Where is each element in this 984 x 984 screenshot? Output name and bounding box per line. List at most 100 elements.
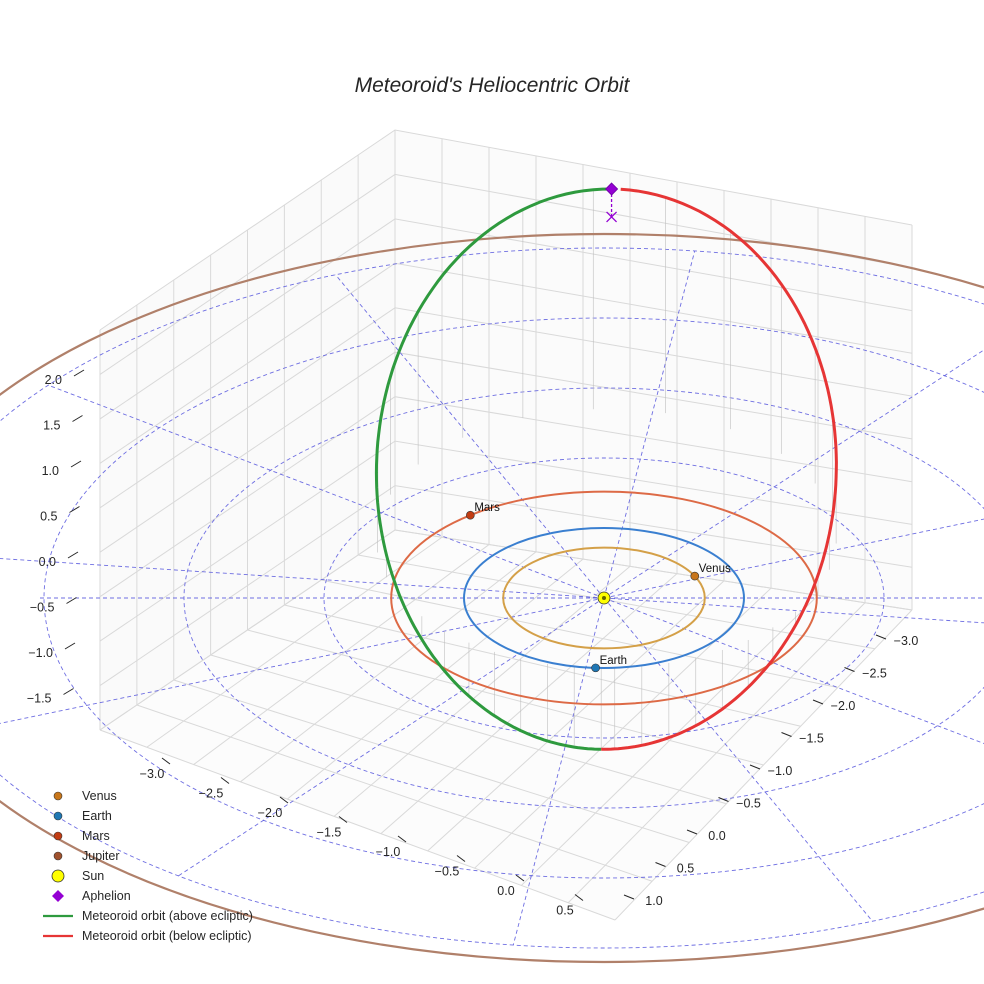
legend-label: Earth bbox=[82, 809, 112, 823]
y-tick-label: 0.5 bbox=[677, 862, 694, 876]
z-tick-label: 2.0 bbox=[45, 373, 62, 387]
legend-item: Jupiter bbox=[40, 846, 253, 866]
wall-level-gridline bbox=[99, 129, 913, 331]
ecliptic-spoke bbox=[603, 349, 984, 599]
y-tick-label: −2.5 bbox=[862, 667, 887, 681]
meteoroid-orbit-above bbox=[374, 187, 612, 751]
wall-level-gridline bbox=[99, 440, 913, 642]
label-earth: Earth bbox=[600, 655, 628, 667]
x-tick-label: −2.5 bbox=[199, 787, 224, 801]
x-tick-label: −3.0 bbox=[140, 767, 165, 781]
floor-gridline bbox=[358, 554, 875, 650]
z-tick-label: −1.0 bbox=[28, 646, 53, 660]
sun-core bbox=[602, 596, 606, 600]
x-tick-mark bbox=[161, 757, 171, 765]
ecliptic-spoke bbox=[603, 597, 873, 922]
floor-gridline bbox=[394, 529, 913, 611]
legend-dot bbox=[53, 831, 63, 841]
z-tick-label: 1.5 bbox=[43, 419, 60, 433]
z-tick-label: 0.0 bbox=[39, 555, 56, 569]
y-tick-mark bbox=[875, 634, 887, 640]
z-tick-label: 1.0 bbox=[42, 464, 59, 478]
wall-level-gridline bbox=[99, 485, 913, 687]
wall-level-gridline bbox=[99, 262, 913, 464]
x-tick-label: 0.5 bbox=[556, 904, 573, 918]
legend-dot bbox=[53, 811, 63, 821]
floor-gridline bbox=[380, 573, 678, 835]
y-tick-mark bbox=[812, 699, 824, 705]
legend-symbol bbox=[40, 846, 76, 866]
floor-gridline bbox=[284, 604, 801, 727]
floor-gridline bbox=[136, 704, 653, 882]
meteoroid-orbit-below bbox=[601, 187, 838, 751]
floor-gridline bbox=[333, 565, 631, 817]
z-tick-label: −1.5 bbox=[27, 692, 52, 706]
legend-diamond bbox=[52, 890, 64, 902]
legend-symbol bbox=[40, 786, 76, 806]
floor-gridline bbox=[521, 595, 819, 886]
legend-label: Aphelion bbox=[82, 889, 131, 903]
legend-dot bbox=[53, 851, 63, 861]
y-tick-mark bbox=[718, 797, 729, 802]
legend-label: Mars bbox=[82, 829, 110, 843]
z-tick-mark bbox=[72, 415, 83, 422]
marker-mars bbox=[466, 510, 475, 520]
floor-gridline bbox=[247, 629, 764, 766]
aphelion-marker bbox=[605, 182, 619, 196]
wall-level-gridline bbox=[99, 307, 913, 509]
planet-markers: Venus Earth Mars bbox=[466, 502, 731, 673]
label-mars: Mars bbox=[474, 502, 500, 514]
marker-earth bbox=[591, 663, 600, 673]
z-tick-mark bbox=[63, 688, 74, 695]
floor-gridline bbox=[286, 558, 584, 800]
ecliptic-spoke bbox=[0, 558, 605, 599]
ecliptic-grid bbox=[0, 247, 984, 949]
ecliptic-spoke bbox=[178, 597, 605, 877]
floor-gridline bbox=[240, 551, 537, 783]
legend-dot bbox=[53, 791, 63, 801]
x-tick-mark bbox=[220, 777, 230, 784]
legend-label: Venus bbox=[82, 789, 117, 803]
y-tick-mark bbox=[844, 667, 855, 672]
legend: Venus Earth Mars Jupiter Sun Aphelion Meteoroi… bbox=[40, 786, 253, 946]
z-tick-label: −0.5 bbox=[30, 601, 55, 615]
legend-item: Meteoroid orbit (above ecliptic) bbox=[40, 906, 253, 926]
floor bbox=[100, 530, 912, 920]
orbit-jupiter bbox=[0, 233, 984, 963]
orbit-mars bbox=[390, 490, 818, 706]
ecliptic-spoke bbox=[603, 518, 984, 599]
y-tick-label: 1.0 bbox=[645, 894, 662, 908]
legend-item: Venus bbox=[40, 786, 253, 806]
orbit-venus bbox=[502, 546, 706, 650]
ecliptic-spoke bbox=[335, 274, 605, 599]
y-tick-label: −2.0 bbox=[831, 699, 856, 713]
legend-symbol bbox=[40, 906, 76, 926]
ecliptic-spoke bbox=[603, 250, 696, 599]
x-tick-mark bbox=[338, 816, 348, 823]
legend-symbol bbox=[40, 886, 76, 906]
ecliptic-spoke bbox=[512, 597, 605, 946]
wall-level-gridline bbox=[99, 396, 913, 598]
legend-symbol bbox=[40, 806, 76, 826]
legend-symbol bbox=[40, 926, 76, 946]
label-venus: Venus bbox=[699, 563, 731, 575]
ecliptic-spoke bbox=[0, 597, 605, 724]
legend-label: Jupiter bbox=[82, 849, 120, 863]
legend-label: Meteoroid orbit (above ecliptic) bbox=[82, 909, 253, 923]
legend-symbol bbox=[40, 826, 76, 846]
orbit-earth bbox=[463, 527, 745, 669]
y-tick-label: −1.0 bbox=[768, 764, 793, 778]
z-tick-mark bbox=[70, 460, 82, 468]
axis-ticks: 2.0 1.5 1.0 0.5 0.0 −0.5 −1.0 −1.5 −3.0 −2.5 −2.0 −… bbox=[27, 369, 918, 918]
planet-orbits bbox=[0, 233, 984, 963]
floor-gridline bbox=[614, 609, 913, 921]
y-tick-mark bbox=[686, 829, 698, 835]
z-tick-mark bbox=[66, 597, 77, 604]
floor-gridline bbox=[99, 729, 616, 921]
y-tick-label: 0.0 bbox=[708, 829, 725, 843]
ecliptic-spoke bbox=[603, 597, 984, 745]
floor-gridline bbox=[427, 580, 725, 852]
floor-gridline bbox=[99, 529, 396, 731]
legend-symbol bbox=[40, 866, 76, 886]
